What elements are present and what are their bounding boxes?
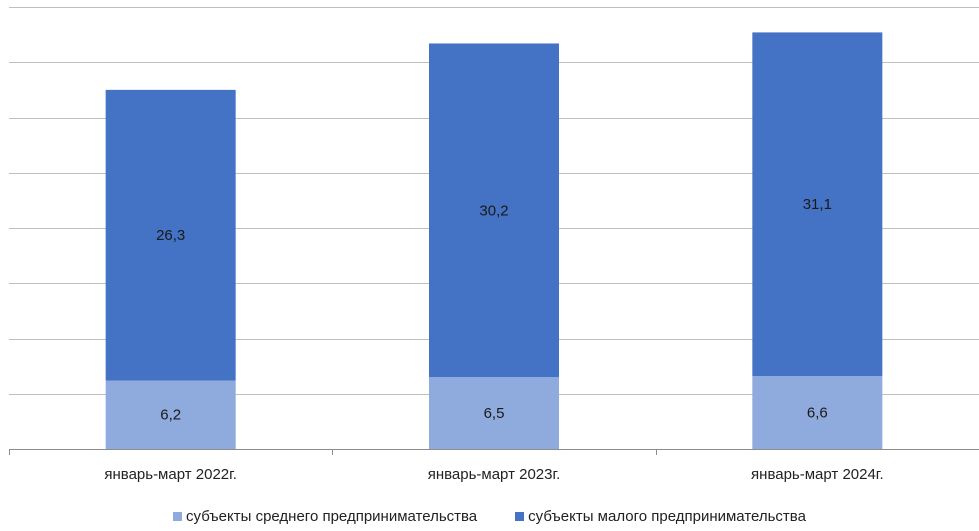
legend-label-medium: субъекты среднего предпринимательства	[186, 508, 478, 525]
bar-segment-medium	[429, 377, 559, 449]
bars	[105, 32, 883, 449]
legend-swatch-small	[515, 512, 525, 521]
data-label: 6,2	[160, 407, 181, 424]
x-axis: январь-март 2022г. январь-март 2023г. янва…	[9, 449, 979, 483]
x-tick-label: январь-март 2022г.	[104, 466, 237, 483]
data-label: 6,5	[484, 405, 505, 422]
bar-segment-medium	[752, 376, 883, 449]
legend-item-medium: субъекты среднего предпринимательства	[173, 508, 477, 525]
data-labels: 6,2 26,3 6,5 30,2 6,6 31,1	[156, 196, 832, 424]
data-label: 26,3	[156, 227, 185, 244]
bar-segment-small	[429, 43, 559, 378]
legend-item-small: субъекты малого предпринимательства	[515, 508, 806, 525]
legend-label-small: субъекты малого предпринимательства	[528, 508, 806, 525]
legend: субъекты среднего предпринимательства су…	[0, 508, 979, 525]
bar-segment-small	[752, 32, 883, 377]
data-label: 6,6	[807, 405, 828, 422]
x-tick-label: январь-март 2023г.	[428, 466, 561, 483]
bar-segment-small	[105, 89, 236, 381]
data-label: 30,2	[479, 202, 508, 219]
legend-swatch-medium	[173, 512, 183, 521]
bar-segment-medium	[105, 380, 236, 449]
x-tick-label: январь-март 2024г.	[751, 466, 884, 483]
data-label: 31,1	[803, 196, 832, 213]
